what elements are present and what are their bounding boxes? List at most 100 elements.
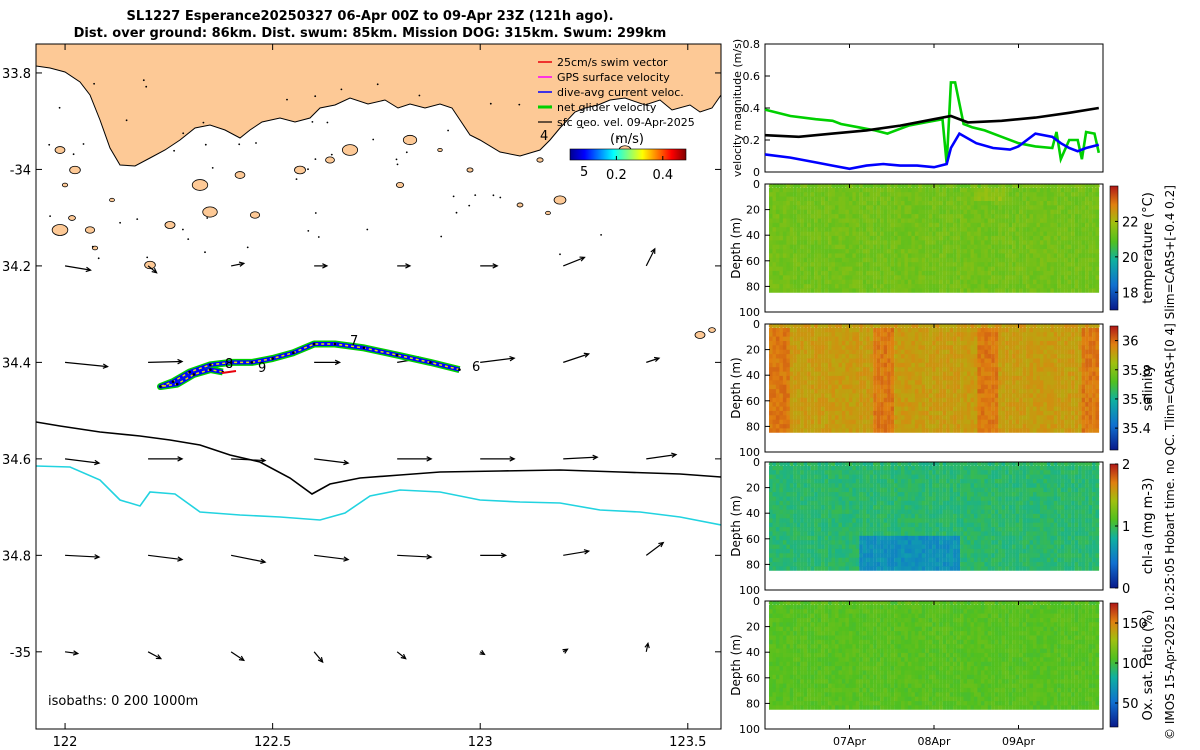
section-cell [775, 192, 780, 197]
section-cell [980, 336, 985, 342]
section-cell [859, 419, 863, 425]
section-cell [828, 201, 832, 206]
section-cell [876, 349, 881, 355]
section-cell [1053, 384, 1058, 390]
section-cell [928, 380, 933, 386]
section-cell [949, 209, 954, 215]
section-cell [796, 327, 801, 333]
section-cell [769, 270, 773, 276]
sfc-vector-head [509, 456, 516, 462]
section-cell [970, 262, 975, 267]
legend-swim-vector: 25cm/s swim vector [557, 56, 668, 69]
section-cell [935, 380, 940, 386]
section-cell [904, 284, 909, 289]
section-cell [807, 380, 811, 386]
section-cell [918, 362, 922, 368]
section-cell [904, 253, 909, 259]
section-cell [869, 249, 874, 254]
section-cell [1012, 205, 1016, 211]
section-cell [1050, 415, 1054, 421]
section-cell [1053, 249, 1058, 254]
section-cell [907, 415, 912, 421]
section-cell [1029, 214, 1034, 219]
section-cell [1036, 410, 1041, 416]
section-cell [821, 327, 825, 333]
section-cell [883, 424, 888, 429]
section-cell [998, 419, 1002, 425]
section-cell [1043, 279, 1047, 285]
section-cell [817, 389, 822, 394]
velocity-y-tick-label: 0.4 [743, 102, 761, 115]
section-cell [921, 393, 926, 399]
section-cell [775, 231, 780, 237]
section-cell [793, 327, 797, 333]
section-cell [1064, 249, 1068, 254]
section-cell [814, 266, 818, 272]
section-cell [1029, 341, 1034, 346]
section-cell [904, 362, 909, 368]
section-cell [821, 227, 825, 232]
section-cell [956, 367, 961, 372]
section-cell [935, 349, 940, 355]
section-cell [1081, 358, 1086, 364]
section-cell [803, 349, 808, 355]
section-cell [932, 275, 936, 281]
section-cell [987, 192, 992, 197]
section-cell [1074, 218, 1079, 224]
section-cell [800, 428, 804, 434]
section-cell [866, 345, 870, 351]
section-cell [772, 214, 777, 219]
section-cell [855, 222, 860, 228]
section-cell [949, 397, 954, 403]
section-cell [848, 341, 853, 346]
section-cell [1074, 209, 1079, 215]
section-cell [901, 336, 905, 342]
section-cell [904, 358, 909, 364]
section-cell [946, 402, 950, 407]
section-cell [817, 253, 822, 259]
section-cell [876, 288, 881, 294]
section-cell [1057, 222, 1061, 228]
section-cell [786, 240, 790, 246]
section-cell [1039, 214, 1044, 219]
islet [286, 98, 288, 101]
section-cell [956, 397, 961, 403]
section-cell [817, 371, 822, 377]
section-cell [987, 410, 992, 416]
section-cell [911, 415, 915, 421]
islet [314, 95, 317, 98]
section-cell [980, 205, 985, 211]
section-cell [932, 257, 936, 263]
track-day-label: 6 [472, 360, 480, 375]
section-cell [810, 384, 815, 390]
section-cell [1033, 187, 1037, 193]
section-cell [911, 406, 915, 412]
section-cell [855, 428, 860, 434]
section-cell [835, 415, 839, 421]
section-cell [859, 424, 863, 429]
section-cell [897, 380, 902, 386]
section-cell [880, 336, 884, 342]
island [402, 134, 418, 146]
section-cell [928, 288, 933, 294]
section-cell [772, 249, 777, 254]
section-cell [838, 384, 843, 390]
section-cell [914, 218, 919, 224]
section-cell [1088, 196, 1093, 202]
section-cell [772, 196, 777, 202]
section-cell [911, 205, 915, 211]
section-cell [883, 218, 888, 224]
section-cell [883, 397, 888, 403]
section-cell [921, 222, 926, 228]
section-cell [1074, 402, 1079, 407]
section-cell [1081, 218, 1086, 224]
section-cell [987, 249, 992, 254]
section-cell [775, 266, 780, 272]
section-cell [772, 257, 777, 263]
section-cell [991, 371, 995, 377]
section-cell [928, 336, 933, 342]
section-cell [814, 419, 818, 425]
section-cell [1074, 380, 1079, 386]
section-cell [1019, 402, 1023, 407]
section-cell [980, 349, 985, 355]
